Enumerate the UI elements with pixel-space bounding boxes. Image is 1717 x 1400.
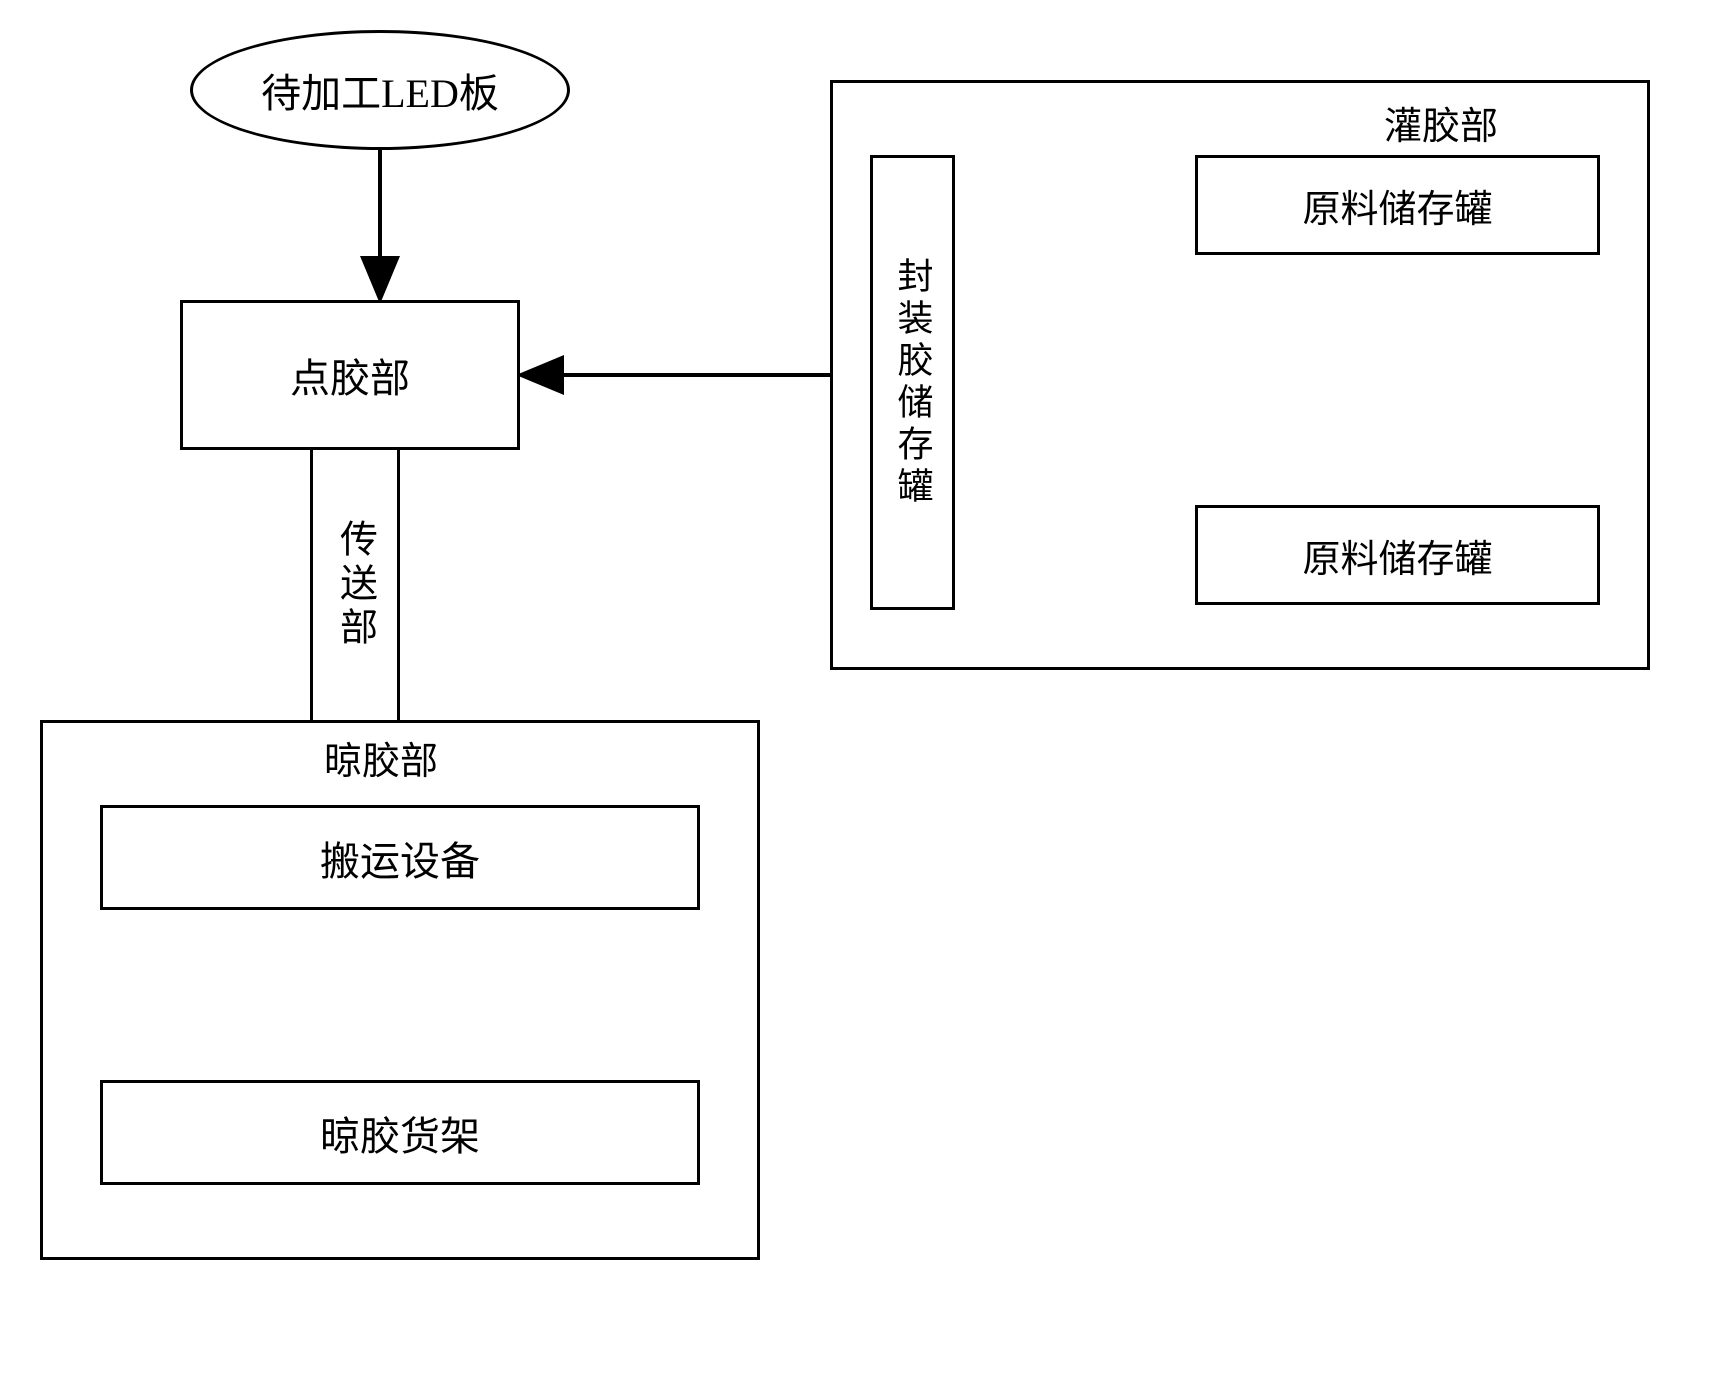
dispensing-node: 点胶部 [180,300,520,450]
transfer-node: 传送部 [310,450,400,720]
raw-tank-1-node: 原料储存罐 [1195,155,1600,255]
sealing-tank-label: 封装胶储存罐 [887,257,939,509]
drying-rack-node: 晾胶货架 [100,1080,700,1185]
flowchart-diagram: 待加工LED板 点胶部 传送部 晾胶部 搬运设备 晾胶货架 灌胶部 封装胶储存罐… [0,0,1717,1400]
handling-node: 搬运设备 [100,805,700,910]
start-label: 待加工LED板 [261,61,499,119]
raw-tank-2-node: 原料储存罐 [1195,505,1600,605]
drying-rack-label: 晾胶货架 [320,1104,480,1162]
handling-label: 搬运设备 [320,829,480,887]
raw-tank-1-label: 原料储存罐 [1302,178,1492,233]
start-node: 待加工LED板 [190,30,570,150]
dispensing-label: 点胶部 [290,346,410,404]
drying-container-label: 晾胶部 [320,730,442,785]
transfer-label: 传送部 [328,519,383,651]
raw-tank-2-label: 原料储存罐 [1302,528,1492,583]
sealing-tank-node: 封装胶储存罐 [870,155,955,610]
pouring-container-label: 灌胶部 [1380,95,1502,150]
